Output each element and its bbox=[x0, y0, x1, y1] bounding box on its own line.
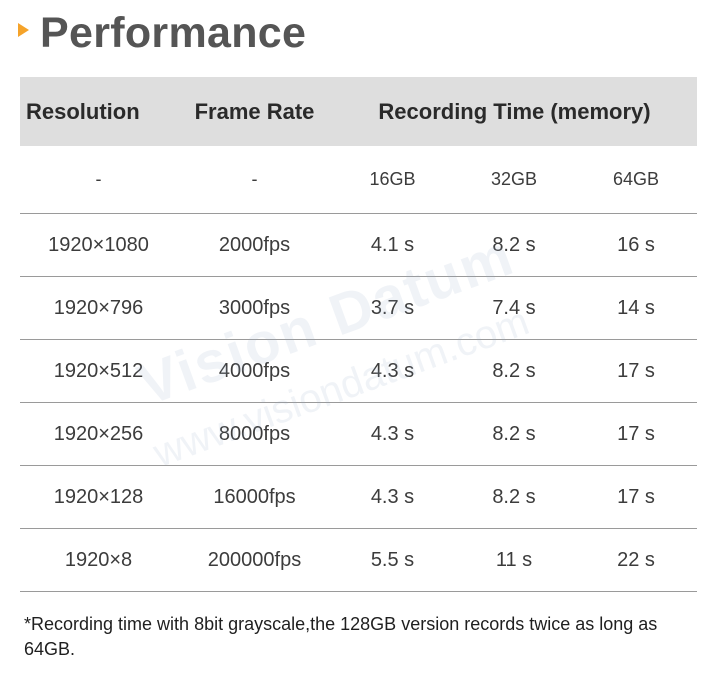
table-cell: 1920×256 bbox=[20, 402, 177, 466]
table-row: 1920×1080 2000fps 4.1 s 8.2 s 16 s bbox=[20, 213, 698, 277]
table-cell: 1920×128 bbox=[20, 465, 177, 529]
performance-table: Resolution Frame Rate Recording Time (me… bbox=[20, 77, 698, 592]
table-cell: 1920×1080 bbox=[20, 213, 177, 277]
table-cell: 1920×796 bbox=[20, 276, 177, 340]
table-cell: 7.4 s bbox=[453, 276, 575, 340]
table-row: 1920×796 3000fps 3.7 s 7.4 s 14 s bbox=[20, 276, 698, 340]
table-cell: 1920×8 bbox=[20, 528, 177, 592]
table-cell: 22 s bbox=[575, 528, 698, 592]
table-cell: 8.2 s bbox=[453, 465, 575, 529]
table-cell: 16GB bbox=[332, 146, 453, 214]
table-cell: 17 s bbox=[575, 465, 698, 529]
table-cell: 8.2 s bbox=[453, 402, 575, 466]
table-cell: 8000fps bbox=[177, 402, 332, 466]
table-cell: 11 s bbox=[453, 528, 575, 592]
header-recording-time: Recording Time (memory) bbox=[332, 77, 698, 146]
header-resolution: Resolution bbox=[20, 77, 177, 146]
table-cell: 8.2 s bbox=[453, 213, 575, 277]
table-cell: 16 s bbox=[575, 213, 698, 277]
table-cell: 4.3 s bbox=[332, 402, 453, 466]
table-cell: 4.3 s bbox=[332, 465, 453, 529]
table-cell: 14 s bbox=[575, 276, 698, 340]
header-frame-rate: Frame Rate bbox=[177, 77, 332, 146]
table-cell: 200000fps bbox=[177, 528, 332, 592]
table-cell: 4000fps bbox=[177, 339, 332, 403]
section-heading: Performance bbox=[18, 6, 306, 60]
table-cell: 1920×512 bbox=[20, 339, 177, 403]
table-cell: 5.5 s bbox=[332, 528, 453, 592]
table-cell: - bbox=[177, 146, 332, 214]
table-row: 1920×128 16000fps 4.3 s 8.2 s 17 s bbox=[20, 465, 698, 529]
table-cell: 16000fps bbox=[177, 465, 332, 529]
table-subheader-row: - - 16GB 32GB 64GB bbox=[20, 146, 698, 214]
table-cell: - bbox=[20, 146, 177, 214]
page-title: Performance bbox=[40, 8, 307, 57]
table-cell: 17 s bbox=[575, 339, 698, 403]
table-cell: 3000fps bbox=[177, 276, 332, 340]
table-cell: 64GB bbox=[575, 146, 698, 214]
triangle-marker-icon bbox=[18, 23, 29, 37]
table-cell: 32GB bbox=[453, 146, 575, 214]
table-cell: 17 s bbox=[575, 402, 698, 466]
table-row: 1920×256 8000fps 4.3 s 8.2 s 17 s bbox=[20, 402, 698, 466]
table-row: 1920×8 200000fps 5.5 s 11 s 22 s bbox=[20, 528, 698, 592]
table-cell: 4.1 s bbox=[332, 213, 453, 277]
table-row: 1920×512 4000fps 4.3 s 8.2 s 17 s bbox=[20, 339, 698, 403]
table-cell: 2000fps bbox=[177, 213, 332, 277]
table-cell: 4.3 s bbox=[332, 339, 453, 403]
footnote: *Recording time with 8bit grayscale,the … bbox=[24, 614, 658, 659]
table-cell: 3.7 s bbox=[332, 276, 453, 340]
table-cell: 8.2 s bbox=[453, 339, 575, 403]
table-header-row: Resolution Frame Rate Recording Time (me… bbox=[20, 77, 698, 146]
